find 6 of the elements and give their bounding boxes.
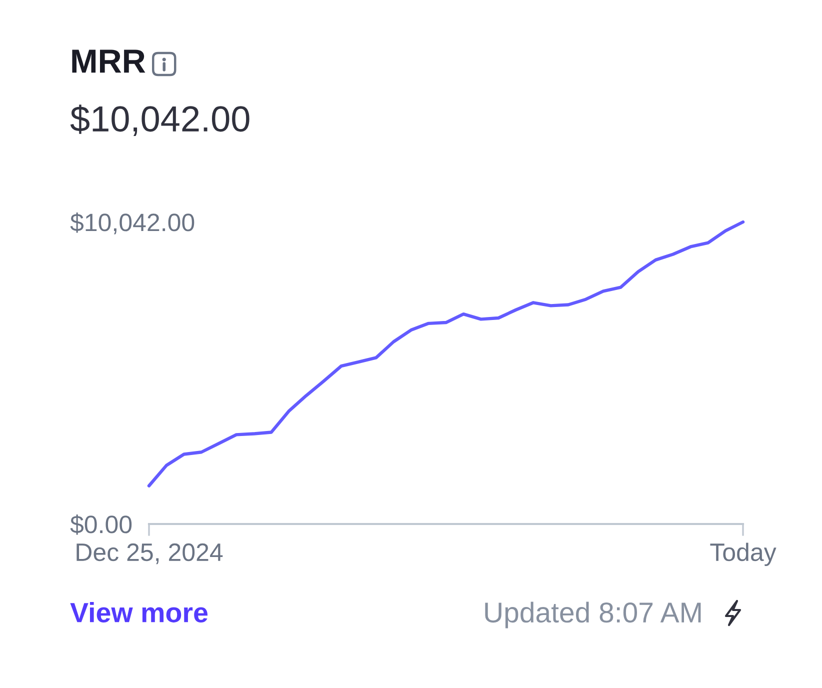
x-tick-label: Today xyxy=(710,542,776,566)
text: Updated 8:07 AM xyxy=(485,602,701,628)
x-tick-label: Dec 25, 2024 xyxy=(76,543,223,564)
text: View more xyxy=(70,602,208,622)
y-tick-label: $0.00 xyxy=(70,514,132,535)
chart-title: MRR xyxy=(72,50,146,73)
